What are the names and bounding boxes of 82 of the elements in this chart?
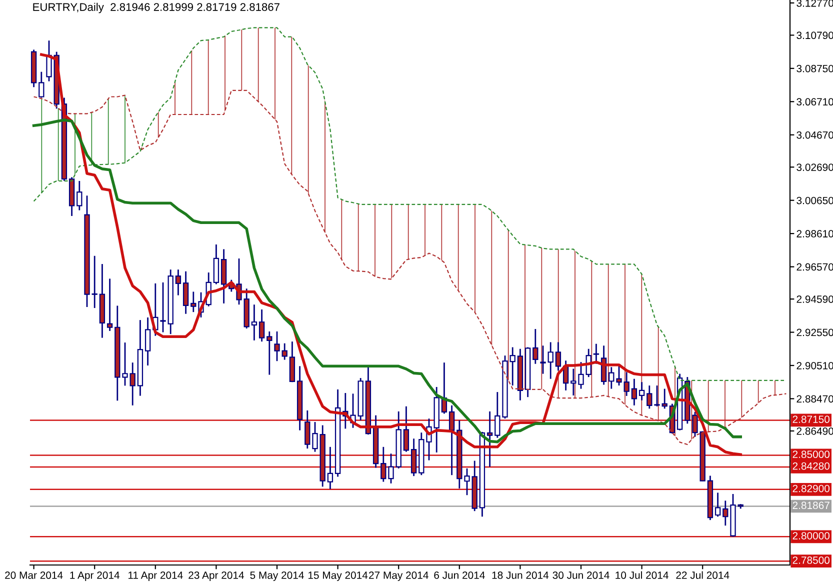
candlestick (494, 391, 500, 438)
candlestick (92, 255, 98, 309)
candlestick (608, 366, 614, 390)
y-tick-label: 2.88470 (796, 395, 833, 403)
candlestick (555, 341, 562, 372)
candlestick (662, 388, 668, 410)
candlestick (403, 406, 410, 452)
candlestick (714, 492, 721, 518)
y-tick-label: 2.94590 (796, 296, 833, 303)
y-tick-label: 3.08750 (796, 64, 833, 72)
x-tick-label: 15 May 2014 (308, 572, 368, 581)
ref-line-label: 2.78500 (792, 556, 830, 564)
ref-line-label: 2.80000 (792, 532, 830, 540)
candlestick (624, 371, 630, 397)
y-tick-label: 3.06710 (796, 98, 833, 106)
candlestick (692, 411, 698, 438)
candlestick (578, 361, 584, 390)
ref-line-label: 2.85000 (792, 450, 830, 458)
candlestick (304, 410, 310, 450)
candlestick (410, 438, 417, 477)
y-tick-label: 2.86490 (796, 427, 833, 435)
candlestick (266, 330, 272, 376)
ref-line-label: 2.81867 (792, 502, 830, 510)
candlestick (380, 446, 386, 482)
candlestick (327, 446, 334, 490)
y-tick-label: 2.92550 (796, 328, 833, 336)
ref-line-label: 2.82900 (792, 484, 830, 492)
candlestick (182, 270, 189, 315)
candlestick (258, 308, 265, 342)
ref-line-label: 2.87150 (792, 416, 830, 424)
y-tick-label: 2.96570 (796, 263, 833, 271)
candlestick (213, 244, 220, 285)
candlestick (160, 282, 166, 333)
y-tick-label: 3.00650 (796, 196, 833, 204)
candlestick (646, 384, 652, 410)
chart-title: EURTRY,Daily 2.81946 2.81999 2.81719 2.81867 (33, 2, 280, 14)
candlestick (46, 40, 52, 82)
y-tick-label: 3.10790 (796, 32, 833, 40)
x-tick-label: 20 Mar 2014 (5, 572, 63, 579)
x-tick-label: 6 Jun 2014 (434, 572, 485, 579)
candlestick (106, 278, 113, 332)
candlestick (722, 500, 728, 526)
x-tick-label: 23 Apr 2014 (188, 572, 244, 581)
x-tick-label: 27 May 2014 (369, 572, 428, 581)
candlestick (540, 344, 546, 374)
candlestick (76, 180, 82, 211)
ref-line-label: 2.84280 (792, 462, 830, 470)
candlestick (638, 381, 645, 402)
candlestick (282, 342, 288, 360)
candlestick (144, 316, 151, 366)
candlestick (388, 452, 394, 484)
x-tick-label: 5 May 2014 (250, 572, 304, 581)
x-tick-label: 10 Jul 2014 (616, 571, 668, 579)
candlestick (448, 404, 455, 476)
candlestick (122, 342, 128, 386)
candlestick (274, 330, 280, 362)
candlestick (464, 468, 470, 496)
candlestick (654, 384, 660, 408)
candlestick (175, 268, 182, 296)
x-tick-label: 18 Jun 2014 (492, 572, 549, 579)
y-tick-label: 2.98610 (796, 230, 833, 238)
y-tick-label: 3.02690 (796, 164, 833, 171)
candlestick (616, 364, 622, 386)
x-tick-label: 11 Apr 2014 (128, 572, 183, 581)
candlestick (593, 343, 600, 365)
x-tick-label: 22 Jul 2014 (676, 571, 730, 579)
candlestick (486, 410, 493, 468)
candlestick (631, 378, 638, 406)
x-tick-label: 30 Jun 2014 (552, 572, 610, 579)
candlestick (251, 304, 258, 342)
candlestick (190, 291, 196, 313)
line-series (33, 27, 787, 382)
candlestick (510, 346, 516, 386)
candlestick (532, 328, 538, 365)
candlestick (570, 368, 576, 396)
candlestick (312, 421, 318, 452)
y-tick-label: 2.90510 (796, 362, 833, 370)
x-tick-label: 1 Apr 2014 (70, 572, 120, 581)
candlestick (548, 341, 554, 380)
candlestick (38, 71, 44, 98)
y-tick-label: 3.04670 (796, 131, 833, 139)
candlestick (130, 362, 136, 406)
